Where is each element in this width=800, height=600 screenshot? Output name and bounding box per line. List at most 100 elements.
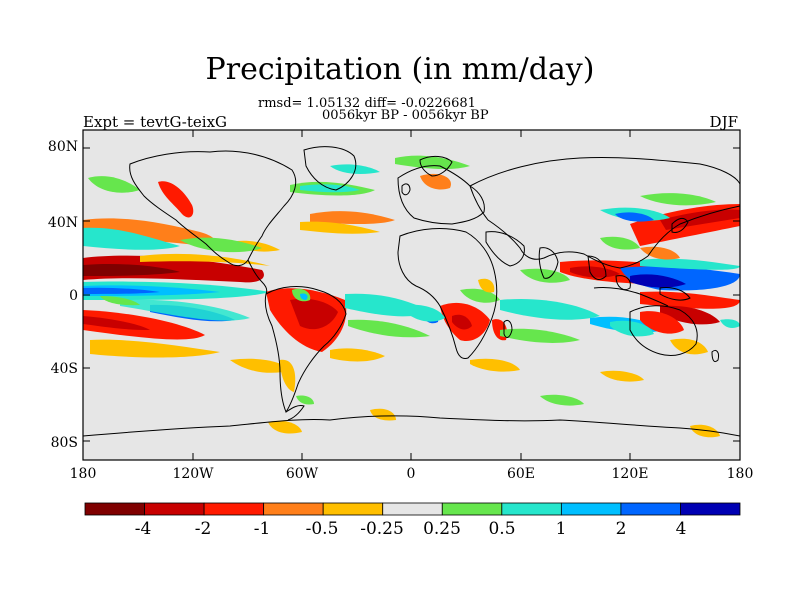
coast-indochina: [587, 255, 607, 280]
anomaly-drake-green: [296, 395, 314, 405]
coast-north-america: [129, 150, 297, 267]
coast-borneo: [615, 275, 631, 290]
anomaly-eq-pac-deepblue: [83, 287, 160, 294]
anomaly-europe-orange: [420, 173, 451, 190]
anomaly-eq-pac-red: [83, 255, 264, 283]
anomaly-npac-red: [83, 218, 216, 246]
lon-label-120w: 120W: [172, 466, 214, 482]
anomaly-kuroshio-orange: [640, 246, 680, 260]
anomaly-spac-red: [83, 310, 205, 340]
colorbar-box-9: [620, 502, 681, 516]
lon-label-0: 0: [406, 466, 416, 482]
coastlines: [83, 146, 740, 437]
precip-field: [83, 130, 740, 460]
anomaly-australia-red: [640, 311, 684, 334]
coast-antarctica: [83, 415, 740, 437]
colorbar-label-p05: 0.5: [488, 519, 516, 539]
anomaly-na-green: [180, 237, 262, 253]
anomaly-africa-cyan: [400, 304, 445, 322]
anomaly-scand-green: [395, 155, 470, 170]
coast-asia: [469, 156, 740, 269]
anomaly-samerica-cyan: [300, 293, 308, 300]
anomaly-siberia-green: [640, 193, 716, 206]
colorbar-label-p4: 4: [675, 519, 687, 539]
lat-label-80n: 80N: [47, 139, 78, 155]
lon-label-120e: 120E: [611, 466, 649, 482]
anomaly-north-green: [88, 176, 140, 193]
anomaly-nz-orange: [670, 338, 708, 355]
anomaly-ant-orange2: [370, 408, 396, 421]
colorbar: [84, 502, 741, 516]
colorbar-box-7: [501, 502, 562, 516]
coast-greenland: [303, 146, 357, 191]
anomaly-samerica-darkred: [290, 298, 338, 330]
lat-label-40s: 40S: [50, 361, 78, 377]
coast-australia: [629, 305, 698, 357]
lat-label-40n: 40N: [47, 215, 78, 231]
coast-madagascar: [503, 319, 513, 338]
anomaly-ant-orange: [268, 420, 302, 434]
anomaly-atl-green: [348, 319, 430, 338]
lon-label-180w: 180: [69, 466, 97, 482]
coast-newguinea: [659, 287, 691, 301]
coast-africa: [397, 228, 498, 359]
coast-central-america: [247, 259, 268, 295]
anomaly-australia-cyan: [610, 320, 654, 337]
anomaly-wpac-cyan: [640, 258, 740, 270]
anomaly-so-green: [540, 394, 584, 406]
anomaly-spac-e-cyan: [720, 319, 740, 328]
colorbar-box-5: [382, 502, 443, 516]
chart-title: Precipitation (in mm/day): [205, 52, 595, 87]
coast-antarctic-peninsula: [285, 405, 305, 421]
anomaly-alaska-red: [158, 181, 194, 218]
anomaly-spac-green: [100, 296, 140, 306]
colorbar-label-p025: 0.25: [423, 519, 461, 539]
axis-ticks: [83, 130, 740, 460]
anomaly-npac-cyan: [83, 227, 180, 250]
colorbar-label-n4: -4: [134, 519, 152, 539]
colorbar-label-n05: -0.5: [305, 519, 339, 539]
period-line: 0056kyr BP - 0056kyr BP: [322, 108, 489, 123]
stats-line: rmsd= 1.05132 diff= -0.0226681: [258, 96, 476, 111]
coast-uk: [401, 183, 411, 196]
colorbar-label-p2: 2: [615, 519, 627, 539]
anomaly-ant-orange3: [690, 424, 720, 438]
anomaly-sindian-green: [500, 328, 580, 343]
colorbar-box-4: [322, 502, 384, 516]
coast-japan: [671, 217, 689, 233]
anomaly-spac-orange: [90, 339, 220, 358]
anomaly-sindian-orange: [470, 358, 520, 372]
colorbar-box-2: [203, 502, 265, 516]
coast-europe: [397, 165, 485, 225]
anomaly-eq-pac-darkred: [83, 263, 180, 276]
anomaly-indian-green: [520, 268, 570, 283]
lat-label-80s: 80S: [50, 435, 78, 451]
coast-india: [538, 247, 559, 279]
anomaly-wpac-deepblue: [630, 274, 686, 288]
anomaly-satl-orange: [330, 348, 385, 362]
colorbar-box-6: [441, 502, 503, 516]
anomaly-natl-yellow: [300, 221, 380, 234]
anomaly-kuroshio-darkred: [660, 209, 740, 230]
anomaly-wpac-darkred: [570, 266, 620, 278]
anomaly-africa-orange: [478, 278, 495, 293]
coast-newzealand: [711, 349, 719, 363]
anomaly-china-green: [600, 236, 640, 250]
lon-label-60e: 60E: [506, 466, 536, 482]
coast-south-america: [264, 286, 347, 414]
coast-scandinavia: [419, 155, 453, 177]
anomaly-so-orange2: [600, 370, 644, 382]
colorbar-box-0: [84, 502, 145, 516]
lon-label-180e: 180: [726, 466, 754, 482]
anomaly-spac-cyan: [120, 299, 250, 321]
season-label: DJF: [709, 113, 738, 131]
colorbar-box-3: [263, 502, 324, 516]
colorbar-label-n025: -0.25: [360, 519, 404, 539]
anomaly-natl-orange: [310, 211, 395, 224]
anomaly-eq-pac-orange: [140, 253, 270, 266]
lon-label-60w: 60W: [285, 466, 319, 482]
colorbar-box-8: [560, 502, 622, 516]
colorbar-label-p1: 1: [555, 519, 567, 539]
anomaly-npac-w-blue: [615, 212, 654, 222]
